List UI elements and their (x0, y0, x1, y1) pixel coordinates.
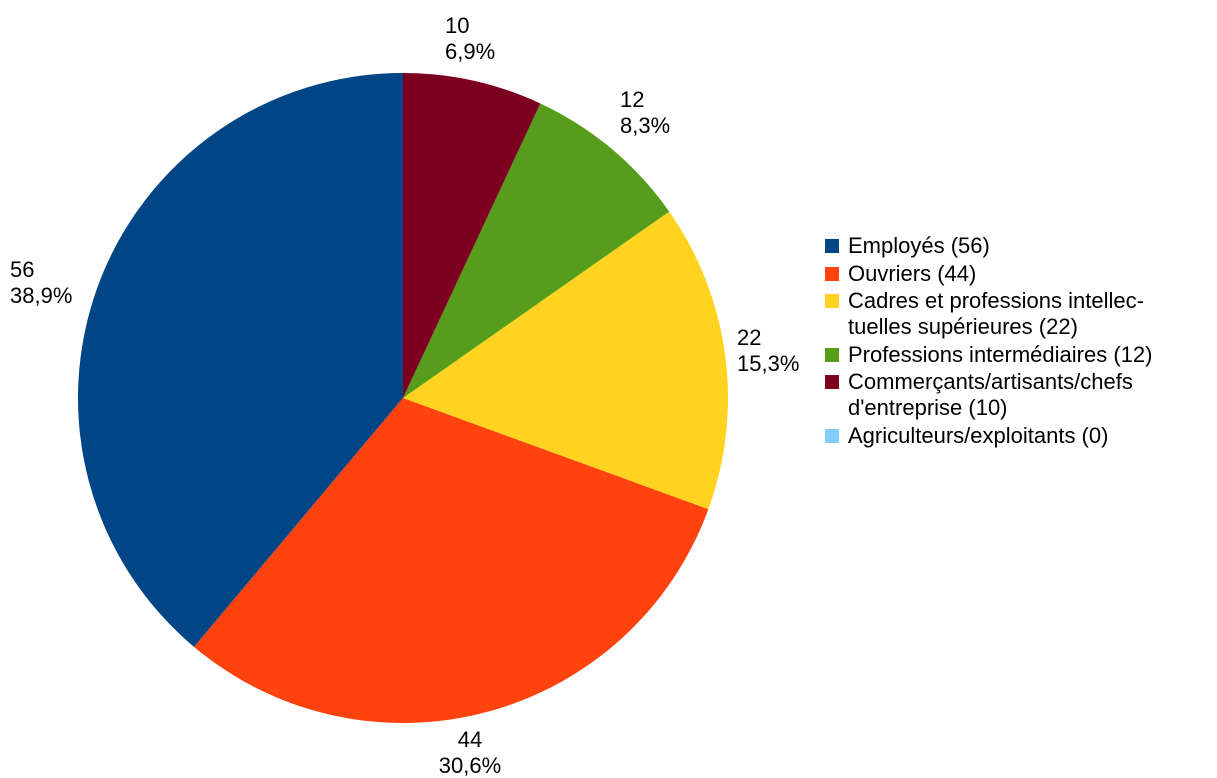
slice-value-label-3: 12 (620, 87, 644, 112)
chart-legend: Employés (56) Ouvriers (44) Cadres et prof… (824, 233, 1217, 450)
legend-item-0: Employés (56) (824, 233, 1217, 259)
legend-item-5: Agriculteurs/exploitants (0) (824, 423, 1217, 449)
legend-swatch-4 (825, 375, 839, 389)
legend-label-line: Ouvriers (44) (848, 260, 977, 286)
pie-slice-4 (403, 73, 541, 398)
legend-label-line: Cadres et professions intellec- (848, 288, 1144, 313)
legend-label-line: d'entreprise (10) (848, 395, 1008, 420)
pie-slice-1 (194, 398, 709, 723)
legend-swatch-0 (825, 239, 839, 253)
legend-item-3: Professions intermédiaires (12) (824, 342, 1217, 368)
pie-slice-3 (403, 103, 670, 398)
slice-percent-label-3: 8,3% (620, 113, 670, 138)
legend-swatch-2 (825, 294, 839, 308)
legend-label-line: Agriculteurs/exploitants (0) (848, 422, 1109, 448)
slice-value-label-4: 10 (445, 13, 469, 38)
slice-percent-label-1: 30,6% (439, 753, 501, 778)
legend-item-4: Commerçants/artisants/chefs d'entreprise … (824, 369, 1217, 421)
legend-item-1: Ouvriers (44) (824, 261, 1217, 287)
slice-value-label-0: 56 (10, 257, 34, 282)
legend-label-line: Employés (56) (848, 233, 990, 258)
legend-swatch-1 (825, 266, 839, 281)
slice-percent-label-2: 15,3% (737, 351, 799, 376)
slice-percent-label-4: 6,9% (445, 39, 495, 64)
legend-label-line: tuelles supérieures (22) (848, 314, 1078, 339)
pie-slice-0 (78, 73, 403, 647)
legend-label-line: Commerçants/artisants/chefs (848, 369, 1133, 394)
legend-swatch-5 (825, 428, 839, 443)
slice-percent-label-0: 38,9% (10, 283, 72, 308)
legend-item-2: Cadres et professions intellec-tuelles s… (824, 288, 1217, 340)
legend-swatch-3 (825, 347, 839, 362)
legend-label-line: Professions intermédiaires (12) (848, 341, 1153, 367)
slice-value-label-2: 22 (737, 325, 761, 350)
slice-value-label-1: 44 (458, 727, 482, 752)
pie-slice-2 (403, 211, 728, 510)
